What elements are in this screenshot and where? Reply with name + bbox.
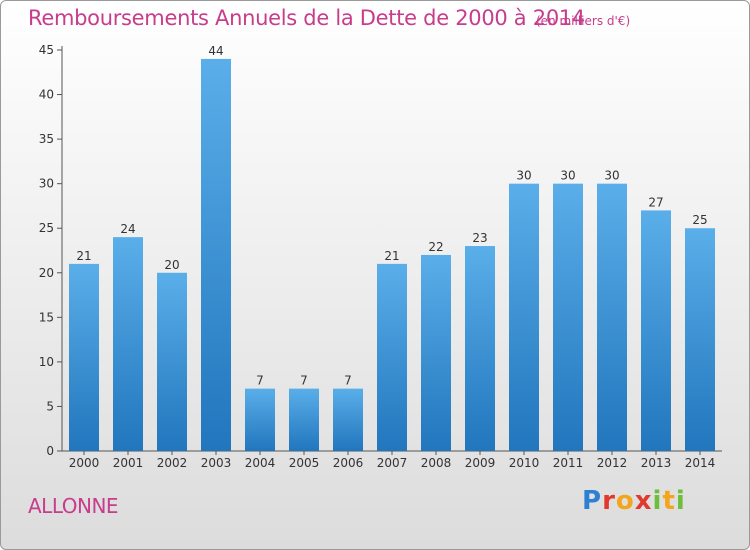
bar-2013 [641, 210, 671, 451]
proxiti-logo[interactable]: Proxiti [582, 486, 686, 516]
data-label: 25 [692, 213, 707, 227]
bar-2007 [377, 263, 407, 451]
x-tick-label: 2006 [333, 456, 364, 470]
x-tick-label: 2004 [245, 456, 276, 470]
data-label: 21 [76, 249, 91, 263]
x-tick-label: 2003 [201, 456, 232, 470]
bar-2002 [157, 272, 187, 451]
data-label: 23 [472, 231, 487, 245]
y-tick-label: 15 [39, 310, 54, 324]
data-label: 7 [256, 374, 264, 388]
y-tick-label: 40 [39, 88, 54, 102]
bar-2005 [289, 388, 319, 451]
bar-2006 [333, 388, 363, 451]
x-tick-label: 2007 [377, 456, 408, 470]
x-tick-label: 2002 [157, 456, 188, 470]
data-label: 7 [344, 374, 352, 388]
x-tick-label: 2009 [465, 456, 496, 470]
data-label: 30 [516, 169, 531, 183]
x-tick-label: 2014 [685, 456, 716, 470]
bar-2011 [553, 183, 583, 451]
y-tick-label: 5 [46, 399, 54, 413]
y-tick-label: 30 [39, 177, 54, 191]
bar-2001 [113, 237, 143, 451]
bar-2012 [597, 183, 627, 451]
y-tick-label: 10 [39, 355, 54, 369]
x-tick-label: 2001 [113, 456, 144, 470]
bar-2003 [201, 58, 231, 452]
x-tick-label: 2010 [509, 456, 540, 470]
y-tick-label: 20 [39, 266, 54, 280]
x-tick-label: 2008 [421, 456, 452, 470]
data-label: 30 [560, 169, 575, 183]
y-tick-label: 45 [39, 43, 54, 57]
y-tick-label: 35 [39, 132, 54, 146]
data-label: 21 [384, 249, 399, 263]
chart-title: Remboursements Annuels de la Dette de 20… [28, 6, 585, 30]
bar-2009 [465, 246, 495, 451]
bar-2004 [245, 388, 275, 451]
y-tick-label: 0 [46, 444, 54, 458]
data-label: 24 [120, 222, 135, 236]
x-tick-label: 2013 [641, 456, 672, 470]
data-label: 27 [648, 195, 663, 209]
bar-2014 [685, 228, 715, 451]
data-label: 20 [164, 258, 179, 272]
bar-2008 [421, 254, 451, 451]
bar-2010 [509, 183, 539, 451]
y-tick-label: 25 [39, 221, 54, 235]
data-label: 7 [300, 374, 308, 388]
data-label: 30 [604, 169, 619, 183]
commune-name: ALLONNE [28, 494, 119, 518]
x-tick-label: 2000 [69, 456, 100, 470]
chart-unit: (en milliers d'€) [536, 14, 631, 28]
x-tick-label: 2011 [553, 456, 584, 470]
data-label: 44 [208, 44, 223, 58]
x-tick-label: 2012 [597, 456, 628, 470]
x-tick-label: 2005 [289, 456, 320, 470]
bar-2000 [69, 263, 99, 451]
data-label: 22 [428, 240, 443, 254]
